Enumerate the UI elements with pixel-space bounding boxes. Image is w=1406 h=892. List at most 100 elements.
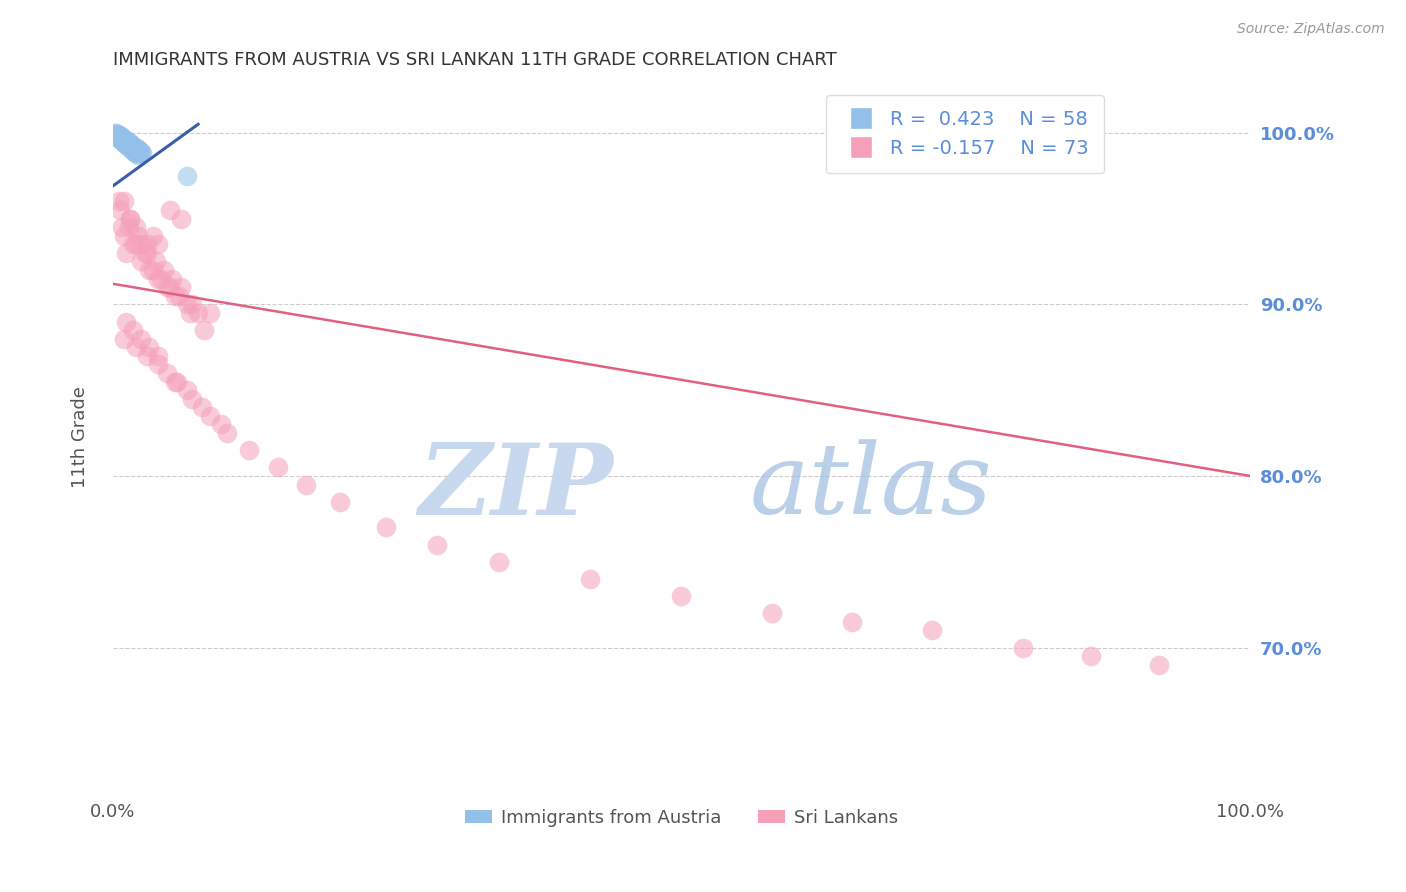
Point: [124, 237, 146, 252]
Point: [148, 271, 170, 285]
Point: [124, 139, 146, 153]
Point: [128, 146, 150, 161]
Point: [1147, 657, 1170, 672]
Point: [165, 375, 187, 389]
Point: [114, 133, 136, 147]
Point: [112, 228, 135, 243]
Point: [761, 606, 783, 620]
Point: [156, 280, 179, 294]
Point: [129, 145, 152, 159]
Y-axis label: 11th Grade: 11th Grade: [72, 386, 89, 488]
Point: [112, 135, 135, 149]
Point: [134, 246, 156, 260]
Point: [176, 297, 198, 311]
Point: [117, 137, 139, 152]
Point: [129, 332, 152, 346]
Point: [374, 520, 396, 534]
Point: [107, 131, 129, 145]
Point: [112, 332, 135, 346]
Point: [122, 143, 145, 157]
Point: [115, 137, 138, 152]
Point: [107, 128, 129, 142]
Point: [181, 297, 204, 311]
Point: [160, 271, 183, 285]
Point: [138, 340, 160, 354]
Point: [193, 323, 215, 337]
Point: [156, 366, 179, 380]
Point: [267, 460, 290, 475]
Point: [125, 146, 148, 161]
Point: [105, 128, 128, 142]
Point: [138, 263, 160, 277]
Point: [170, 280, 193, 294]
Point: [105, 129, 128, 144]
Point: [124, 220, 146, 235]
Point: [136, 237, 159, 252]
Point: [107, 194, 129, 209]
Point: [112, 136, 135, 150]
Point: [671, 589, 693, 603]
Point: [166, 375, 188, 389]
Point: [209, 417, 232, 432]
Point: [112, 133, 135, 147]
Point: [176, 383, 198, 397]
Text: ZIP: ZIP: [418, 439, 613, 535]
Point: [118, 211, 141, 226]
Point: [122, 237, 145, 252]
Point: [112, 135, 135, 149]
Point: [131, 146, 153, 161]
Point: [125, 141, 148, 155]
Point: [107, 131, 129, 145]
Point: [108, 129, 131, 144]
Text: atlas: atlas: [749, 440, 993, 535]
Point: [129, 254, 152, 268]
Point: [579, 572, 602, 586]
Point: [111, 220, 134, 235]
Point: [295, 477, 318, 491]
Point: [921, 624, 943, 638]
Point: [198, 409, 221, 423]
Point: [127, 143, 149, 157]
Point: [142, 263, 165, 277]
Point: [124, 141, 146, 155]
Point: [238, 443, 260, 458]
Point: [841, 615, 863, 629]
Point: [170, 211, 193, 226]
Legend: Immigrants from Austria, Sri Lankans: Immigrants from Austria, Sri Lankans: [458, 802, 905, 834]
Point: [121, 137, 143, 152]
Point: [114, 136, 136, 150]
Point: [128, 143, 150, 157]
Point: [104, 126, 127, 140]
Point: [110, 133, 132, 147]
Point: [124, 143, 146, 157]
Point: [148, 358, 170, 372]
Point: [165, 289, 187, 303]
Point: [122, 323, 145, 337]
Point: [127, 148, 149, 162]
Point: [190, 401, 212, 415]
Point: [426, 538, 449, 552]
Point: [179, 306, 201, 320]
Point: [118, 139, 141, 153]
Point: [149, 271, 172, 285]
Point: [118, 220, 141, 235]
Point: [120, 137, 142, 152]
Point: [148, 349, 170, 363]
Point: [118, 139, 141, 153]
Point: [117, 135, 139, 149]
Point: [124, 146, 146, 161]
Point: [125, 145, 148, 159]
Point: [114, 136, 136, 150]
Point: [129, 145, 152, 159]
Point: [122, 139, 145, 153]
Point: [105, 129, 128, 144]
Point: [136, 349, 159, 363]
Point: [118, 141, 141, 155]
Point: [127, 228, 149, 243]
Point: [105, 129, 128, 144]
Point: [105, 126, 128, 140]
Point: [121, 143, 143, 157]
Point: [329, 494, 352, 508]
Point: [215, 425, 238, 440]
Point: [118, 136, 141, 150]
